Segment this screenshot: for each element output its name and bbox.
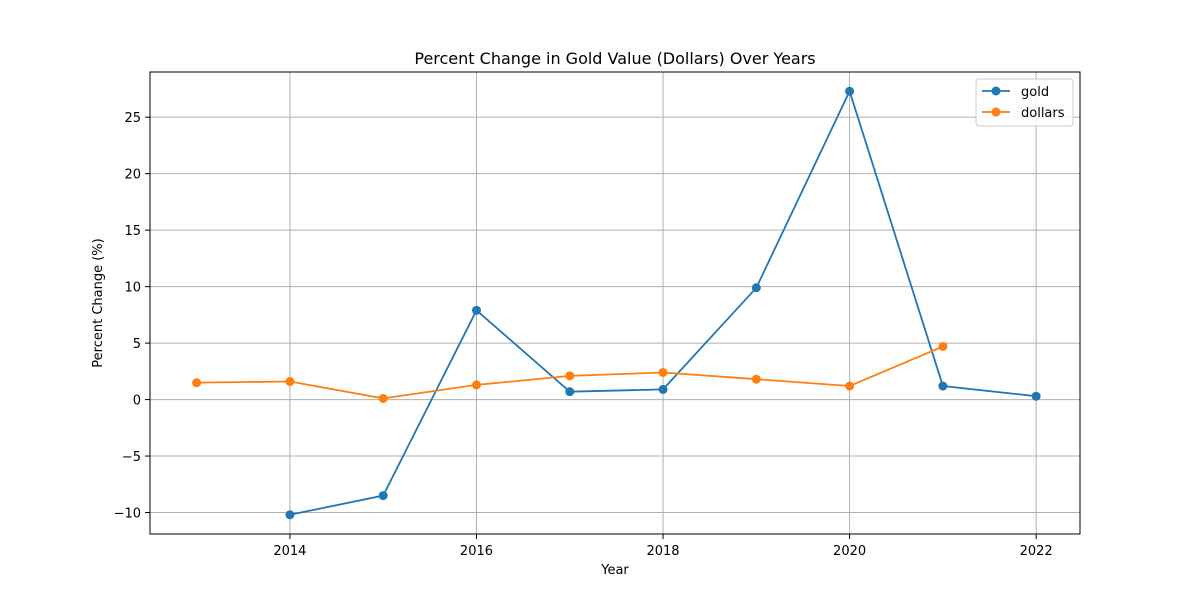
x-tick-label: 2016 [460,544,493,559]
legend-item-gold: gold [982,85,1049,100]
data-point-gold [565,387,575,397]
legend-swatch-marker [991,86,1001,96]
data-point-dollars [845,381,855,391]
data-point-gold [471,305,481,315]
data-point-gold [285,510,295,520]
y-tick-label: 10 [124,281,141,296]
chart-title: Percent Change in Gold Value (Dollars) O… [414,49,815,68]
legend-label: dollars [1021,106,1065,121]
data-point-gold [938,381,948,391]
y-tick-label: 20 [124,168,141,183]
y-tick-label: −5 [122,450,141,465]
legend-swatch-marker [991,107,1001,117]
data-point-dollars [938,341,948,351]
series-dollars [192,341,948,403]
y-tick-label: −10 [114,507,141,522]
y-tick-label: 25 [124,111,141,126]
data-point-dollars [471,380,481,390]
x-tick-label: 2022 [1020,544,1053,559]
data-point-gold [751,283,761,293]
y-axis-label: Percent Change (%) [91,238,106,367]
data-point-dollars [378,393,388,403]
legend-label: gold [1021,85,1049,100]
y-tick-label: 5 [133,337,141,352]
series-gold [285,86,1041,520]
plot-frame [149,71,1081,535]
data-point-dollars [565,371,575,381]
data-point-gold [1031,391,1041,401]
x-tick-label: 2018 [646,544,679,559]
legend-item-dollars: dollars [982,106,1065,121]
data-point-gold [378,491,388,501]
legend: gold dollars [975,78,1074,127]
data-point-dollars [751,374,761,384]
x-tick-label: 2014 [273,544,306,559]
series-layer [192,86,1041,520]
y-axis: −10 −5 0 5 10 15 20 25 [114,111,150,522]
y-tick-label: 0 [133,394,141,409]
data-point-dollars [658,367,668,377]
x-tick-label: 2020 [833,544,866,559]
x-axis: 2014 2016 2018 2020 2022 [273,534,1053,559]
data-point-gold [845,86,855,96]
x-axis-label: Year [600,563,629,578]
data-point-gold [658,384,668,394]
grid [150,72,1080,534]
data-point-dollars [192,378,202,388]
y-tick-label: 15 [124,224,141,239]
data-point-dollars [285,377,295,387]
